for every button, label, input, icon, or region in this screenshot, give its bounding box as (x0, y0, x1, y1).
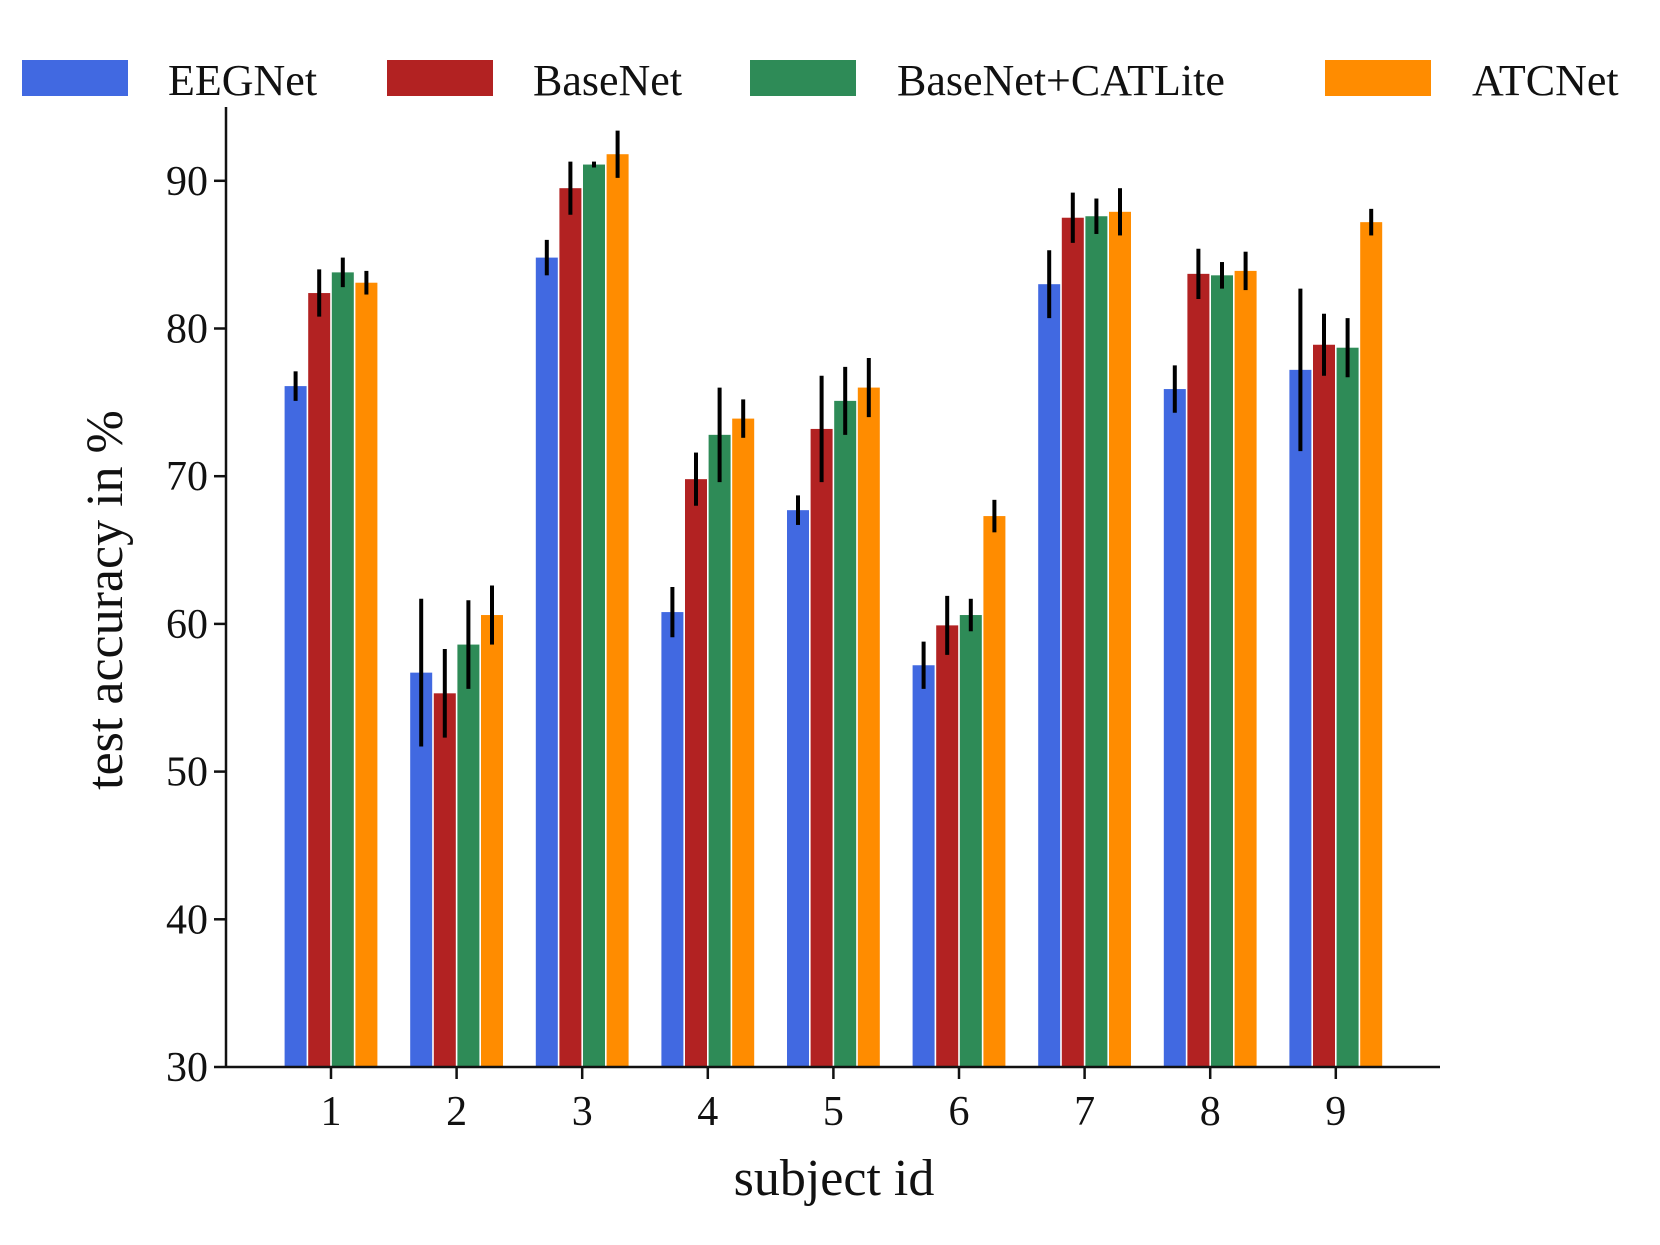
bar-eegnet-subject-6 (912, 665, 935, 1067)
legend-swatch-basenet-catlite (750, 60, 856, 96)
x-tick-label: 9 (1325, 1089, 1346, 1135)
bar-eegnet-subject-9 (1289, 369, 1312, 1068)
bar-basenet-catlite-subject-7 (1085, 216, 1108, 1068)
bar-atcnet-subject-6 (983, 516, 1006, 1067)
bar-eegnet-subject-8 (1163, 389, 1186, 1067)
bar-atcnet-subject-1 (355, 282, 378, 1067)
bar-atcnet-subject-3 (606, 154, 629, 1068)
x-tick-label: 5 (823, 1089, 844, 1135)
y-tick-label: 90 (166, 159, 208, 205)
bar-eegnet-subject-4 (661, 612, 684, 1067)
y-tick-label: 30 (166, 1045, 208, 1091)
bar-basenet-catlite-subject-4 (708, 434, 731, 1067)
bar-basenet-subject-3 (559, 188, 582, 1067)
legend-label: EEGNet (168, 56, 317, 105)
bar-eegnet-subject-1 (284, 386, 307, 1067)
bar-basenet-catlite-subject-2 (457, 644, 480, 1067)
y-tick-label: 50 (166, 750, 208, 796)
bar-basenet-catlite-subject-5 (834, 400, 857, 1067)
bar-eegnet-subject-3 (535, 257, 558, 1067)
y-tick-label: 80 (166, 307, 208, 353)
bar-eegnet-subject-5 (787, 510, 809, 1067)
x-tick-label: 1 (321, 1089, 342, 1135)
bar-basenet-subject-8 (1187, 273, 1210, 1067)
x-tick-label: 8 (1200, 1089, 1221, 1135)
bar-basenet-subject-9 (1313, 344, 1335, 1067)
bar-basenet-subject-7 (1061, 217, 1084, 1068)
bar-eegnet-subject-7 (1038, 284, 1061, 1067)
legend-label: BaseNet+CATLite (897, 56, 1225, 105)
x-axis-label: subject id (734, 1150, 935, 1207)
bar-atcnet-subject-4 (732, 418, 755, 1067)
bar-basenet-subject-5 (810, 428, 833, 1067)
x-tick-label: 7 (1074, 1089, 1095, 1135)
bar-eegnet-subject-2 (410, 672, 433, 1067)
bar-basenet-subject-6 (936, 625, 959, 1067)
bar-basenet-subject-1 (308, 293, 331, 1067)
legend-swatch-atcnet (1325, 60, 1431, 96)
bar-atcnet-subject-9 (1360, 222, 1383, 1067)
legend-swatch-basenet (387, 60, 493, 96)
y-tick-label: 70 (166, 454, 208, 500)
bar-basenet-catlite-subject-1 (331, 272, 354, 1067)
bar-atcnet-subject-7 (1109, 211, 1131, 1067)
bars (284, 154, 1383, 1068)
bar-atcnet-subject-8 (1234, 270, 1257, 1068)
y-tick-label: 60 (166, 602, 208, 648)
x-tick-label: 2 (446, 1089, 467, 1135)
bar-basenet-catlite-subject-6 (959, 615, 982, 1067)
y-tick-label: 40 (166, 897, 208, 943)
y-axis-label: test accuracy in % (77, 410, 134, 790)
x-ticks: 1 2 3 4 5 6 7 8 9 (321, 1067, 1346, 1135)
legend-label: BaseNet (533, 56, 682, 105)
bar-atcnet-subject-5 (857, 387, 880, 1068)
x-tick-label: 3 (572, 1089, 593, 1135)
bar-basenet-catlite-subject-9 (1336, 347, 1359, 1067)
legend-swatch-eegnet (22, 60, 128, 96)
error-bars (293, 130, 1374, 747)
bar-basenet-catlite-subject-8 (1211, 275, 1233, 1067)
bar-basenet-catlite-subject-3 (583, 164, 605, 1068)
axes (224, 106, 1440, 1069)
bar-basenet-subject-2 (433, 693, 456, 1067)
bar-atcnet-subject-2 (481, 615, 503, 1067)
x-tick-label: 6 (949, 1089, 970, 1135)
x-tick-label: 4 (697, 1089, 718, 1135)
bar-basenet-subject-4 (685, 479, 707, 1067)
legend: EEGNet BaseNet BaseNet+CATLite ATCNet (22, 56, 1619, 105)
legend-label: ATCNet (1472, 56, 1619, 105)
y-ticks: 30 40 50 60 70 80 90 (166, 159, 226, 1091)
